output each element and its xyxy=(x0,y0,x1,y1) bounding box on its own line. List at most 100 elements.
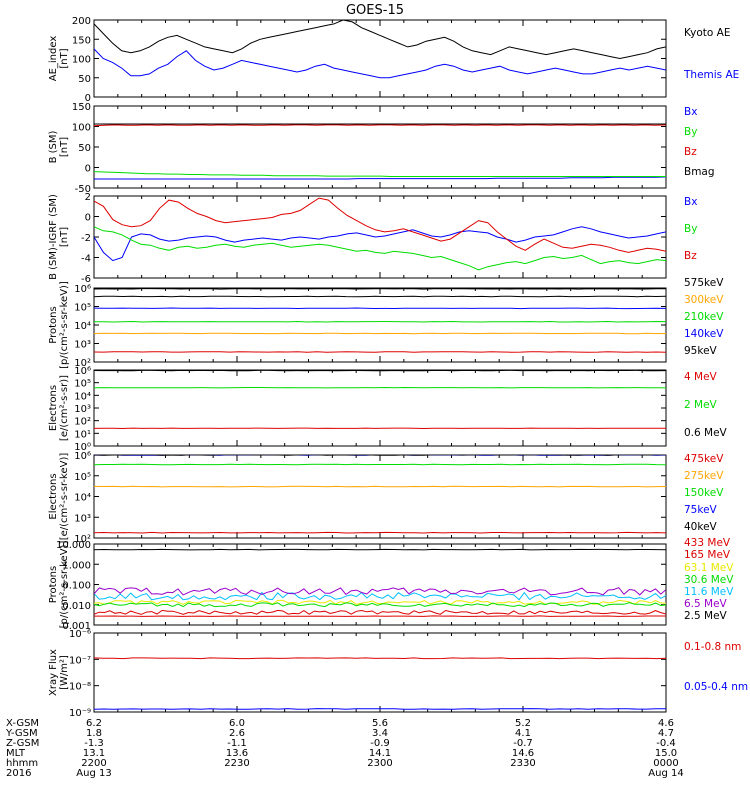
date-end: Aug 14 xyxy=(648,768,683,779)
series-line-210kev xyxy=(94,320,666,323)
plot-title: GOES-15 xyxy=(346,3,404,18)
series-line-by xyxy=(94,226,666,271)
time-row-value: 5.6 xyxy=(372,718,388,729)
y-tick-label: 10⁻⁹ xyxy=(69,708,91,719)
time-row-value: -0.9 xyxy=(370,738,390,749)
series-group xyxy=(94,197,666,271)
time-row-value: 2300 xyxy=(367,758,392,769)
series-line-bz xyxy=(94,124,666,127)
y-tick-label: 10² xyxy=(74,534,91,545)
legend-label: 63.1 MeV xyxy=(684,562,734,574)
year-label: 2016 xyxy=(6,768,31,779)
y-tick-label: 10⁵ xyxy=(74,472,91,483)
legend-label: Bx xyxy=(684,106,697,118)
series-line-475kev xyxy=(94,531,666,534)
legend-label: 0.1-0.8 nm xyxy=(684,641,741,653)
y-axis-label: [nT] xyxy=(59,48,70,68)
legend-label: 433 MeV xyxy=(684,537,731,549)
panel-ae: 0 50 100 150 200 AE_index [nT] Kyoto AE Themis A… xyxy=(48,16,739,104)
series-group xyxy=(94,548,666,617)
legend-label: 0.05-0.4 nm xyxy=(684,681,748,693)
time-row-value: 0000 xyxy=(653,758,678,769)
legend-label: 75keV xyxy=(684,504,718,516)
y-axis-label: Electrons xyxy=(48,473,59,519)
y-axis-label: Protons xyxy=(48,566,59,603)
y-axis-label: [e/(cm²-s-sr-keV)] xyxy=(59,453,70,541)
panel-frame xyxy=(93,369,667,447)
series-line-11-6-mev xyxy=(94,591,666,601)
y-tick-label: 10³ xyxy=(74,513,91,524)
time-row-value: -1.3 xyxy=(84,738,104,749)
legend-label: 150keV xyxy=(684,487,724,499)
y-tick-label: 0 xyxy=(85,93,91,104)
y-tick-label: 10⁻⁸ xyxy=(69,682,91,693)
series-line-0-1-0-8-nm xyxy=(94,657,666,660)
y-axis-label: Protons xyxy=(48,306,59,343)
y-tick-label: 100 xyxy=(72,55,91,66)
time-row-value: 15.0 xyxy=(655,748,677,759)
time-row-label: MLT xyxy=(6,748,26,759)
series-line-2-5-mev xyxy=(94,548,666,551)
y-axis-label: [e/(cm²-s-sr)] xyxy=(59,375,70,441)
series-line-bx xyxy=(94,226,666,262)
time-row-value: 4.7 xyxy=(658,728,674,739)
y-axis-label: [nT] xyxy=(59,137,70,157)
y-tick-label: 0 xyxy=(85,213,91,224)
y-tick-label: -2 xyxy=(81,233,91,244)
series-line-bx xyxy=(94,176,666,180)
series-line-575kev xyxy=(94,295,666,298)
y-tick-label: 0.010 xyxy=(62,601,91,612)
series-line-themis-ae xyxy=(94,48,666,79)
series-line-bz xyxy=(94,197,666,253)
y-axis-label: [nT] xyxy=(59,227,70,247)
legend-label: 275keV xyxy=(684,470,724,482)
y-tick-label: 10⁴ xyxy=(74,321,91,332)
y-axis-label: [W/m²] xyxy=(59,655,70,690)
time-row-value: 2330 xyxy=(510,758,535,769)
time-row-value: -1.1 xyxy=(227,738,247,749)
panel-frame xyxy=(93,19,667,98)
series-line-95kev xyxy=(94,288,666,290)
legend-label: 210keV xyxy=(684,311,724,323)
y-tick-label: -4 xyxy=(81,254,91,265)
series-line-275kev xyxy=(94,485,666,488)
series-line-by xyxy=(94,171,666,177)
y-tick-label: 10² xyxy=(74,358,91,369)
y-axis-label: AE_index xyxy=(48,36,59,82)
legend-label: 0.6 MeV xyxy=(684,427,728,439)
legend-label: Bmag xyxy=(684,166,715,178)
time-row-value: -0.7 xyxy=(513,738,533,749)
legend-label: 475keV xyxy=(684,453,724,465)
panel-xray: 10⁻⁹ 10⁻⁸ 10⁻⁷ 10⁻⁶ Xray Flux [W/m²] 0.1-0.8 n… xyxy=(48,629,748,719)
y-tick-label: 10³ xyxy=(74,340,91,351)
legend-label: 140keV xyxy=(684,328,724,340)
y-axis-label: Electrons xyxy=(48,385,59,431)
legend-label: Kyoto AE xyxy=(684,27,730,39)
legend-label: 165 MeV xyxy=(684,549,731,561)
y-tick-label: 0.001 xyxy=(62,621,91,632)
legend-label: 40keV xyxy=(684,521,718,533)
panel-frame xyxy=(93,287,667,363)
time-row-value: -0.4 xyxy=(656,738,676,749)
time-row-value: 13.1 xyxy=(83,748,105,759)
series-line-433-mev xyxy=(94,615,666,617)
time-row-value: 3.4 xyxy=(372,728,388,739)
y-tick-label: 1.000 xyxy=(62,560,91,571)
y-tick-label: 50 xyxy=(78,74,91,85)
date-start: Aug 13 xyxy=(76,768,111,779)
series-line-63-1-mev xyxy=(94,599,666,605)
y-tick-label: 10⁶ xyxy=(74,366,91,377)
legend-label: Bz xyxy=(684,146,697,158)
y-tick-label: 0 xyxy=(85,164,91,175)
y-tick-label: 150 xyxy=(72,102,91,113)
series-line-40kev xyxy=(94,455,666,456)
legend-label: Themis AE xyxy=(683,69,739,81)
y-tick-label: 10⁻⁷ xyxy=(69,655,91,666)
time-row-value: 2230 xyxy=(224,758,249,769)
legend-label: 4 MeV xyxy=(684,371,718,383)
panel-electrons_maged: 10² 10³ 10⁴ 10⁵ 10⁶ Electrons [e/(cm²-s-sr-keV… xyxy=(48,451,724,545)
panel-bdiff: -6 -4 -2 0 2 B (SM)-IGRF (SM) [nT] Bx By Bz xyxy=(48,192,697,285)
time-row-value: 13.6 xyxy=(226,748,248,759)
panel-frame xyxy=(93,632,667,713)
